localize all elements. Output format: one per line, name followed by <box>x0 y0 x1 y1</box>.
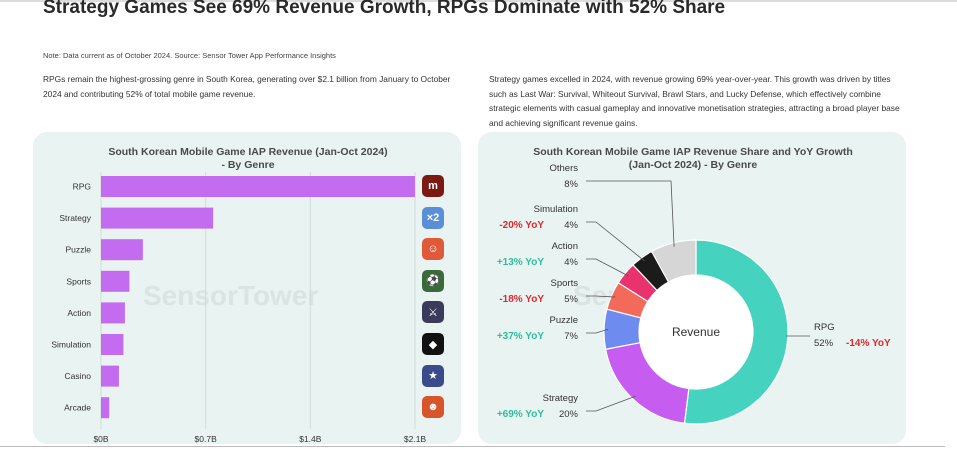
donut-chart: Revenue RPG 52% -14% YoY Strategy 20% +69% YoY… <box>497 163 891 425</box>
donut-chart-card: South Korean Mobile Game IAP Revenue Sha… <box>478 132 906 444</box>
category-label-sports: Sports <box>66 276 91 286</box>
slice-yoy-strategy: +69% YoY <box>497 409 544 420</box>
bar-arcade <box>101 397 110 419</box>
rpg-summary-text: RPGs remain the highest-grossing genre i… <box>43 74 451 99</box>
bar-chart-card: South Korean Mobile Game IAP Revenue (Ja… <box>33 132 461 444</box>
source-note: Note: Data current as of October 2024. S… <box>43 51 336 60</box>
leader-line-puzzle <box>586 328 609 334</box>
x-tick-label: $1.4B <box>299 434 322 444</box>
leader-line-simulation <box>586 221 645 262</box>
slice-label-strategy: Strategy <box>543 393 579 404</box>
category-label-rpg: RPG <box>73 182 91 192</box>
donut-chart-title-main: South Korean Mobile Game IAP Revenue Sha… <box>533 146 853 158</box>
category-label-action: Action <box>67 308 91 318</box>
category-label-arcade: Arcade <box>64 403 91 413</box>
leader-line-others <box>586 180 675 247</box>
bar-puzzle <box>101 239 143 261</box>
leader-line-sports <box>586 295 616 298</box>
slice-yoy-puzzle: +37% YoY <box>497 331 544 342</box>
slice-yoy-action: +13% YoY <box>497 257 544 268</box>
puzzle-game-icon: ☺ <box>422 238 444 261</box>
slice-yoy-sports: -18% YoY <box>499 294 544 305</box>
donut-hole <box>639 275 753 389</box>
leader-line-strategy <box>586 395 636 412</box>
slice-label-action: Action <box>552 241 578 252</box>
donut-chart-title: South Korean Mobile Game IAP Revenue Sha… <box>518 146 868 172</box>
bar-casino <box>101 365 119 387</box>
bar-chart-title-main: South Korean Mobile Game IAP Revenue (Ja… <box>108 146 388 158</box>
bar-chart: $0B $0.7B $1.4B $2.1B RPG Strategy Puzzle Sport… <box>51 172 427 444</box>
sports-game-icon: ⚽ <box>422 269 444 292</box>
casino-game-icon: ★ <box>422 364 444 387</box>
bottom-divider <box>0 446 945 447</box>
bar-action <box>101 302 125 324</box>
action-game-icon: ⚔ <box>422 301 444 324</box>
donut-slice-rpg <box>683 239 789 425</box>
category-label-simulation: Simulation <box>51 340 91 350</box>
donut-center-label: Revenue <box>672 325 720 339</box>
bar-chart-subtitle: - By Genre <box>221 159 275 171</box>
slice-yoy-rpg: -14% YoY <box>846 338 891 349</box>
rpg-game-icon: m <box>422 175 444 197</box>
donut-chart-subtitle: (Jan-Oct 2024) - By Genre <box>628 159 758 171</box>
slice-label-puzzle: Puzzle <box>549 315 578 326</box>
slice-share-simulation: 4% <box>564 220 578 231</box>
bar-chart-title: South Korean Mobile Game IAP Revenue (Ja… <box>93 146 403 172</box>
arcade-game-icon: ☻ <box>422 396 444 419</box>
strategy-summary-text: Strategy games excelled in 2024, with re… <box>489 74 900 128</box>
watermark-logo: SensorTower <box>143 280 319 311</box>
slice-label-simulation: Simulation <box>534 204 578 215</box>
slice-share-action: 4% <box>564 257 578 268</box>
page-title: Strategy Games See 69% Revenue Growth, R… <box>43 0 726 18</box>
top-border <box>0 0 957 2</box>
slice-share-others: 8% <box>564 179 578 190</box>
simulation-game-icon: ◆ <box>422 333 444 355</box>
slice-share-puzzle: 7% <box>564 331 578 342</box>
x-tick-label: $2.1B <box>404 434 427 444</box>
leader-line-action <box>586 258 629 277</box>
bar-rpg <box>101 176 415 197</box>
category-label-casino: Casino <box>65 371 92 381</box>
x-tick-label: $0B <box>93 434 108 444</box>
donut-slice-others <box>650 239 697 283</box>
slice-share-sports: 5% <box>564 294 578 305</box>
bar-simulation <box>101 334 124 355</box>
slice-yoy-simulation: -20% YoY <box>499 220 544 231</box>
x-tick-label: $0.7B <box>195 434 218 444</box>
bar-strategy <box>101 207 214 229</box>
category-label-strategy: Strategy <box>59 213 91 223</box>
bar-sports <box>101 270 130 292</box>
slice-label-rpg: RPG <box>814 322 835 333</box>
slice-label-others: Others <box>549 163 578 174</box>
slice-share-rpg: 52% <box>814 338 834 349</box>
category-label-puzzle: Puzzle <box>65 245 91 255</box>
slice-label-sports: Sports <box>551 278 579 289</box>
strategy-game-icon: ×2 <box>422 206 444 229</box>
slice-share-strategy: 20% <box>559 409 579 420</box>
